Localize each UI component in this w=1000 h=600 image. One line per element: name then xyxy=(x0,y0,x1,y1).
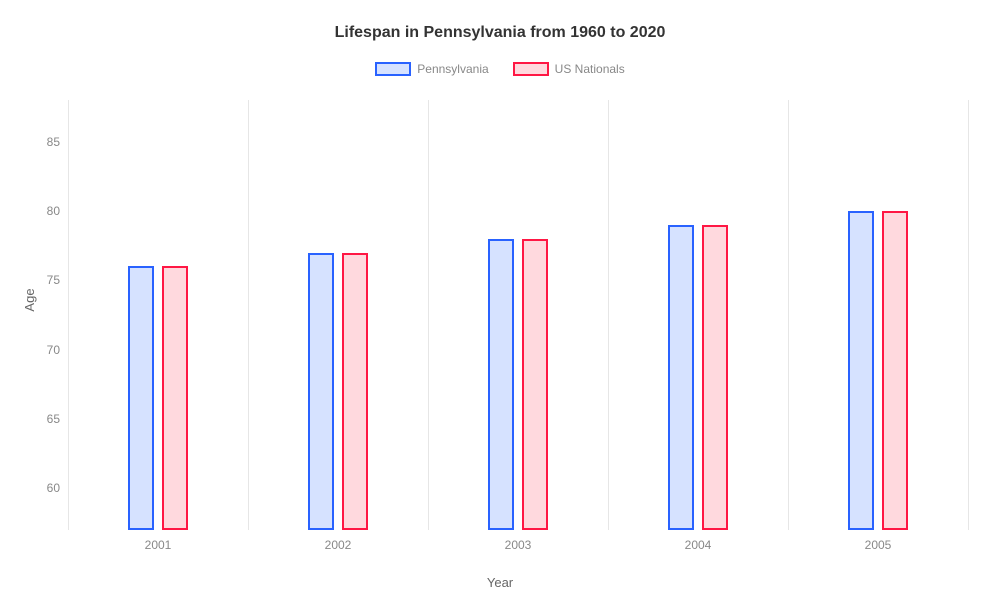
legend-label-us-nationals: US Nationals xyxy=(555,62,625,76)
gridline-v xyxy=(788,100,789,530)
legend-label-pennsylvania: Pennsylvania xyxy=(417,62,488,76)
bar xyxy=(342,253,368,530)
legend-item-us-nationals: US Nationals xyxy=(513,62,625,76)
y-tick-label: 60 xyxy=(47,481,60,495)
x-axis-title: Year xyxy=(487,575,513,590)
x-tick-label: 2003 xyxy=(505,538,532,552)
plot-area: 60657075808520012002200320042005 xyxy=(68,100,968,530)
gridline-v xyxy=(608,100,609,530)
bar xyxy=(882,211,908,530)
x-tick-label: 2004 xyxy=(685,538,712,552)
bar xyxy=(162,266,188,530)
y-tick-label: 80 xyxy=(47,204,60,218)
legend-swatch-pennsylvania xyxy=(375,62,411,76)
gridline-v xyxy=(248,100,249,530)
gridline-v xyxy=(428,100,429,530)
y-tick-label: 75 xyxy=(47,273,60,287)
bar xyxy=(488,239,514,530)
chart-title: Lifespan in Pennsylvania from 1960 to 20… xyxy=(0,0,1000,42)
gridline-v xyxy=(968,100,969,530)
chart-container: Lifespan in Pennsylvania from 1960 to 20… xyxy=(0,0,1000,600)
legend: Pennsylvania US Nationals xyxy=(0,62,1000,76)
gridline-v xyxy=(68,100,69,530)
bar xyxy=(308,253,334,530)
y-tick-label: 70 xyxy=(47,343,60,357)
bar xyxy=(702,225,728,530)
bar xyxy=(128,266,154,530)
x-tick-label: 2005 xyxy=(865,538,892,552)
bar xyxy=(848,211,874,530)
bar xyxy=(668,225,694,530)
bar xyxy=(522,239,548,530)
x-tick-label: 2002 xyxy=(325,538,352,552)
legend-item-pennsylvania: Pennsylvania xyxy=(375,62,488,76)
x-tick-label: 2001 xyxy=(145,538,172,552)
y-tick-label: 85 xyxy=(47,135,60,149)
legend-swatch-us-nationals xyxy=(513,62,549,76)
y-tick-label: 65 xyxy=(47,412,60,426)
y-axis-title: Age xyxy=(22,288,37,311)
